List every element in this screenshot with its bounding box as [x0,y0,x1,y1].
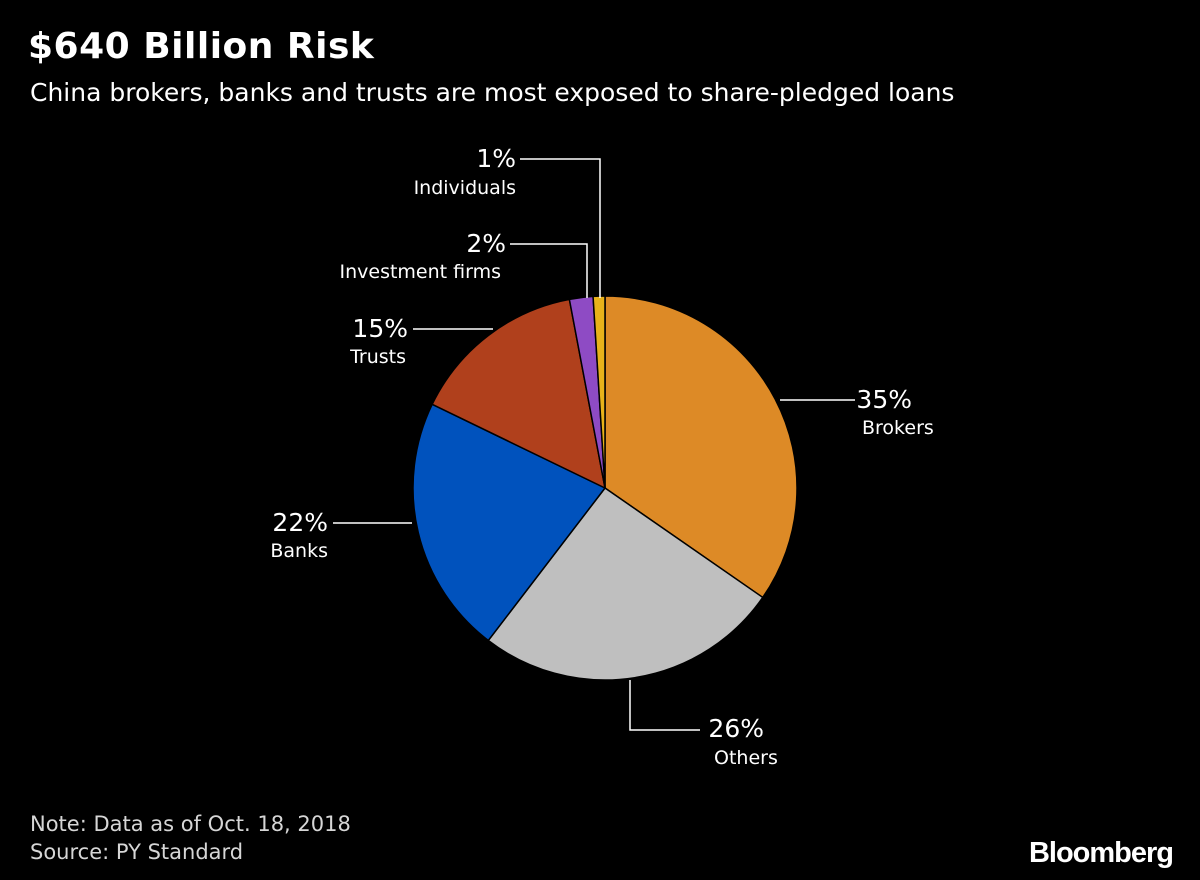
pie-slice-others [487,486,764,681]
leader-line-individuals [520,158,601,298]
chart-subtitle: China brokers, banks and trusts are most… [30,78,955,107]
data-label-brokers: 35% [856,385,912,414]
category-label-banks: Banks [270,540,328,562]
category-label-brokers: Brokers [862,417,934,439]
chart-note: Note: Data as of Oct. 18, 2018 Source: P… [30,810,351,866]
data-label-individuals: 1% [476,144,516,173]
data-label-investment-firms: 2% [466,229,506,258]
data-label-banks: 22% [272,508,328,537]
chart-title: $640 Billion Risk [28,26,375,67]
bloomberg-logo: Bloomberg [1028,837,1174,869]
pie-slice-banks [412,403,607,642]
data-label-trusts: 15% [352,314,408,343]
category-label-others: Others [714,747,778,769]
data-label-others: 26% [708,714,764,743]
category-label-investment-firms: Investment firms [339,261,501,283]
leader-line-investment-firms [510,243,588,298]
pie-slice-individuals [592,295,606,489]
source-text: Source: PY Standard [30,840,244,864]
note-text: Note: Data as of Oct. 18, 2018 [30,812,351,836]
category-label-trusts: Trusts [349,346,406,368]
pie-slice-trusts [431,298,607,490]
pie-slice-brokers [604,295,798,599]
category-label-individuals: Individuals [414,177,516,199]
leader-line-others [629,680,700,731]
